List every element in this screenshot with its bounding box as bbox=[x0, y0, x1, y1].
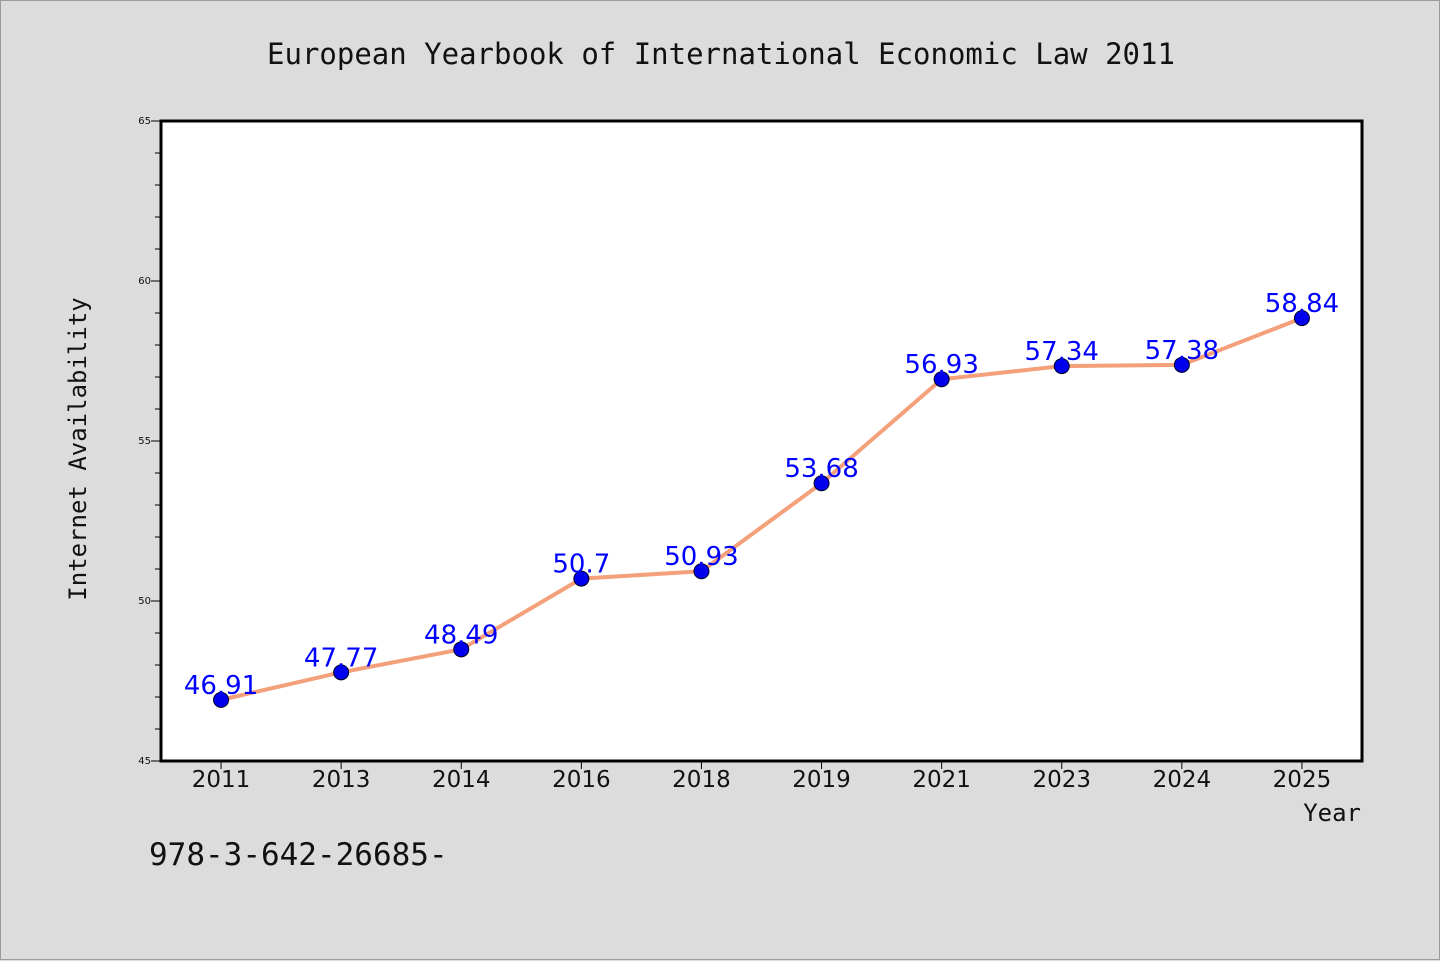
data-label: 58.84 bbox=[1265, 289, 1339, 319]
y-tick-label: 60 bbox=[138, 276, 151, 287]
data-point bbox=[1293, 310, 1310, 327]
data-label: 57.34 bbox=[1025, 337, 1099, 367]
x-tick-label: 2025 bbox=[1273, 767, 1332, 793]
y-tick-label: 50 bbox=[138, 596, 151, 607]
y-tick-label: 45 bbox=[138, 756, 151, 767]
data-point bbox=[813, 475, 830, 492]
plot-area bbox=[159, 119, 1364, 763]
x-axis-tick-labels: 2011 2013 2014 2016 2018 2019 2021 2023 2024 2025 bbox=[192, 767, 1331, 793]
data-point bbox=[573, 570, 590, 587]
series-line bbox=[220, 316, 1303, 702]
x-tick-label: 2018 bbox=[672, 767, 731, 793]
data-label: 47.77 bbox=[304, 643, 378, 673]
x-tick-label: 2019 bbox=[792, 767, 851, 793]
x-tick-label: 2014 bbox=[432, 767, 491, 793]
x-tick-label: 2016 bbox=[552, 767, 611, 793]
y-tick-label: 65 bbox=[138, 116, 151, 127]
x-axis-ticks bbox=[220, 761, 1303, 769]
series-group: 46.91 47.77 48.49 50.7 50.93 53.68 56.93 57.34 5… bbox=[184, 289, 1339, 708]
data-label: 50.93 bbox=[664, 542, 738, 572]
data-point bbox=[333, 664, 350, 681]
data-point bbox=[1173, 356, 1190, 373]
footnote: 978-3-642-26685- bbox=[149, 837, 448, 873]
y-axis-ticks bbox=[151, 120, 161, 762]
x-tick-label: 2024 bbox=[1153, 767, 1212, 793]
data-point bbox=[693, 563, 710, 580]
data-label: 57.38 bbox=[1145, 336, 1219, 366]
data-point bbox=[933, 371, 950, 388]
y-axis-label: Internet Availability bbox=[64, 297, 92, 600]
data-label: 53.68 bbox=[784, 454, 858, 484]
data-point bbox=[1053, 358, 1070, 375]
data-label: 46.91 bbox=[184, 671, 258, 701]
chart-title: European Yearbook of International Econo… bbox=[267, 37, 1175, 71]
x-tick-label: 2021 bbox=[912, 767, 971, 793]
y-axis-tick-labels: 45 50 55 60 65 bbox=[138, 116, 151, 767]
data-label: 56.93 bbox=[904, 350, 978, 380]
y-tick-label: 55 bbox=[138, 436, 151, 447]
data-point bbox=[453, 641, 470, 658]
x-tick-label: 2023 bbox=[1032, 767, 1091, 793]
x-axis-label: Year bbox=[1303, 799, 1361, 827]
x-tick-label: 2013 bbox=[312, 767, 371, 793]
data-label: 50.7 bbox=[552, 550, 610, 580]
x-tick-label: 2011 bbox=[192, 767, 251, 793]
data-point bbox=[213, 691, 230, 708]
data-label: 48.49 bbox=[424, 620, 498, 650]
